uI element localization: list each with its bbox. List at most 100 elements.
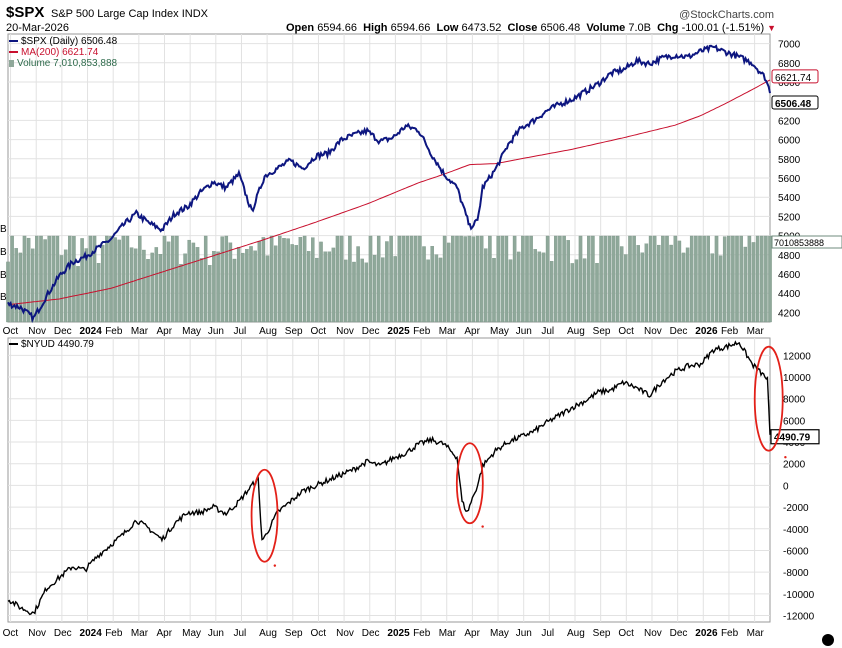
high-value: 6594.66	[390, 22, 431, 34]
price-y-tick-label: 6800	[778, 59, 801, 70]
volume-bar	[710, 253, 715, 323]
volume-bar	[335, 235, 340, 323]
price-x-tick-label: Sep	[593, 326, 611, 337]
volume-bar	[59, 255, 64, 323]
volume-bar	[294, 245, 299, 323]
volume-bar	[286, 238, 290, 323]
volume-bar	[76, 266, 80, 323]
price-x-tick-label: Oct	[618, 326, 634, 337]
price-x-tick-label: Feb	[105, 326, 123, 337]
volume-bar	[129, 247, 134, 323]
legend-spx-label: $SPX (Daily) 6506.48	[21, 36, 118, 47]
volume-bar	[508, 259, 513, 323]
volume-bar	[26, 237, 31, 323]
legend-nyud: $NYUD 4490.79	[9, 339, 94, 350]
volume-bar	[327, 251, 332, 323]
volume-bar	[39, 235, 43, 323]
volume-bar	[628, 235, 632, 323]
breadth-y-tick-label: 10000	[783, 373, 811, 384]
price-y-tick-label: 6600	[778, 78, 801, 89]
volume-bar	[648, 235, 653, 323]
volume-bar	[282, 238, 286, 323]
volume-bar	[14, 248, 18, 323]
volume-bar	[245, 249, 249, 323]
price-x-tick-label: Jun	[516, 326, 532, 337]
volume-bar	[673, 235, 678, 323]
price-y-tick-label: 5600	[778, 174, 801, 185]
volume-bar	[265, 255, 270, 323]
stockcharts-brand[interactable]: @StockCharts.com	[679, 9, 774, 21]
nyud-line	[7, 340, 771, 616]
volume-scale-letter: B	[0, 270, 7, 281]
volume-bar	[356, 246, 360, 323]
volume-bar	[446, 242, 451, 323]
volume-bar	[764, 235, 768, 323]
volume-bar	[484, 248, 488, 323]
volume-bar	[587, 235, 591, 323]
breadth-x-tick-label: Nov	[336, 628, 354, 639]
volume-bar	[615, 235, 620, 323]
chg-value: -100.01 (-1.51%)	[681, 22, 765, 34]
volume-bar	[88, 235, 93, 323]
volume-bar	[43, 239, 47, 323]
volume-bar	[619, 246, 624, 323]
price-x-tick-label: Mar	[439, 326, 457, 337]
breadth-x-tick-label: Dec	[670, 628, 688, 639]
legend-nyud-label: $NYUD 4490.79	[21, 339, 94, 350]
breadth-x-tick-label: Oct	[3, 628, 19, 639]
legend-ma-label: MA(200) 6621.74	[21, 47, 99, 58]
breadth-y-tick-label: 8000	[783, 395, 806, 406]
volume-bar	[162, 235, 167, 323]
ohlc-readout: Open 6594.66 High 6594.66 Low 6473.52 Cl…	[286, 22, 776, 34]
close-value: 6506.48	[540, 22, 581, 34]
legend-volume-swatch	[9, 59, 14, 67]
price-x-tick-label: 2026	[695, 326, 718, 337]
volume-bar	[236, 247, 241, 323]
annotation-dot	[273, 564, 277, 567]
legend-volume-label: Volume 7,010,853,888	[17, 58, 118, 69]
volume-bar	[302, 235, 307, 323]
volume-bar	[142, 249, 146, 323]
volume-bar	[92, 235, 97, 323]
volume-bar	[554, 235, 558, 323]
annotation-dot	[481, 525, 484, 528]
volume-value: 7.0B	[628, 22, 651, 34]
symbol-fullname: S&P 500 Large Cap Index	[51, 8, 179, 20]
price-x-tick-label: Dec	[54, 326, 72, 337]
volume-bar	[578, 235, 583, 323]
volume-bar	[471, 236, 476, 323]
volume-bar	[315, 257, 319, 323]
volume-bar	[516, 251, 521, 323]
volume-bar	[84, 248, 89, 323]
breadth-y-tick-label: -8000	[783, 568, 809, 579]
volume-bar	[595, 263, 599, 323]
volume-bar	[657, 244, 661, 323]
price-x-tick-label: Aug	[567, 326, 585, 337]
volume-bar	[409, 235, 414, 323]
breadth-y-tick-label: -2000	[783, 503, 809, 514]
breadth-x-tick-label: Oct	[310, 628, 326, 639]
volume-bar	[105, 235, 109, 323]
volume-bar	[290, 244, 294, 323]
volume-bar	[685, 247, 690, 323]
breadth-x-tick-label: Feb	[413, 628, 431, 639]
breadth-panel-frame	[7, 337, 771, 623]
volume-bar	[166, 241, 171, 323]
volume-bar	[500, 235, 505, 323]
volume-bar	[117, 239, 121, 323]
legend-ma: MA(200) 6621.74	[9, 47, 98, 58]
ma200-line	[7, 79, 771, 306]
chart-date: 20-Mar-2026	[6, 22, 69, 34]
open-label: Open	[286, 22, 315, 34]
volume-bar	[191, 242, 196, 323]
volume-bar	[146, 259, 150, 323]
volume-bar	[381, 257, 385, 323]
volume-bar	[224, 235, 229, 323]
volume-bar	[731, 235, 735, 323]
volume-bar	[319, 241, 323, 323]
spx-price-label: 6506.48	[775, 99, 812, 110]
price-x-tick-label: Oct	[310, 326, 326, 337]
price-x-tick-label: Dec	[670, 326, 688, 337]
legend-volume: Volume 7,010,853,888	[9, 58, 117, 69]
nyud-price-label-box	[770, 429, 820, 445]
